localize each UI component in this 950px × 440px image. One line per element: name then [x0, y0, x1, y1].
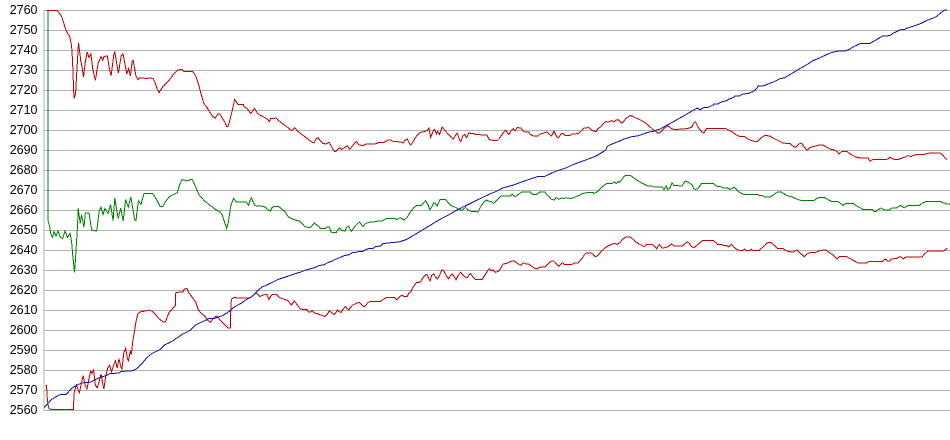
- svg-text:2660: 2660: [10, 203, 38, 217]
- svg-text:2680: 2680: [10, 163, 38, 177]
- svg-text:2740: 2740: [10, 43, 38, 57]
- svg-text:2730: 2730: [10, 63, 38, 77]
- svg-text:2580: 2580: [10, 363, 38, 377]
- svg-text:2640: 2640: [10, 243, 38, 257]
- svg-text:2700: 2700: [10, 123, 38, 137]
- svg-text:2720: 2720: [10, 83, 38, 97]
- svg-text:2750: 2750: [10, 23, 38, 37]
- svg-text:2630: 2630: [10, 263, 38, 277]
- svg-text:2570: 2570: [10, 383, 38, 397]
- svg-text:2590: 2590: [10, 343, 38, 357]
- svg-text:2650: 2650: [10, 223, 38, 237]
- svg-text:2670: 2670: [10, 183, 38, 197]
- svg-text:2710: 2710: [10, 103, 38, 117]
- svg-text:2610: 2610: [10, 303, 38, 317]
- svg-text:2560: 2560: [10, 403, 38, 417]
- svg-text:2690: 2690: [10, 143, 38, 157]
- svg-text:2620: 2620: [10, 283, 38, 297]
- svg-text:2760: 2760: [10, 3, 38, 17]
- svg-text:2600: 2600: [10, 323, 38, 337]
